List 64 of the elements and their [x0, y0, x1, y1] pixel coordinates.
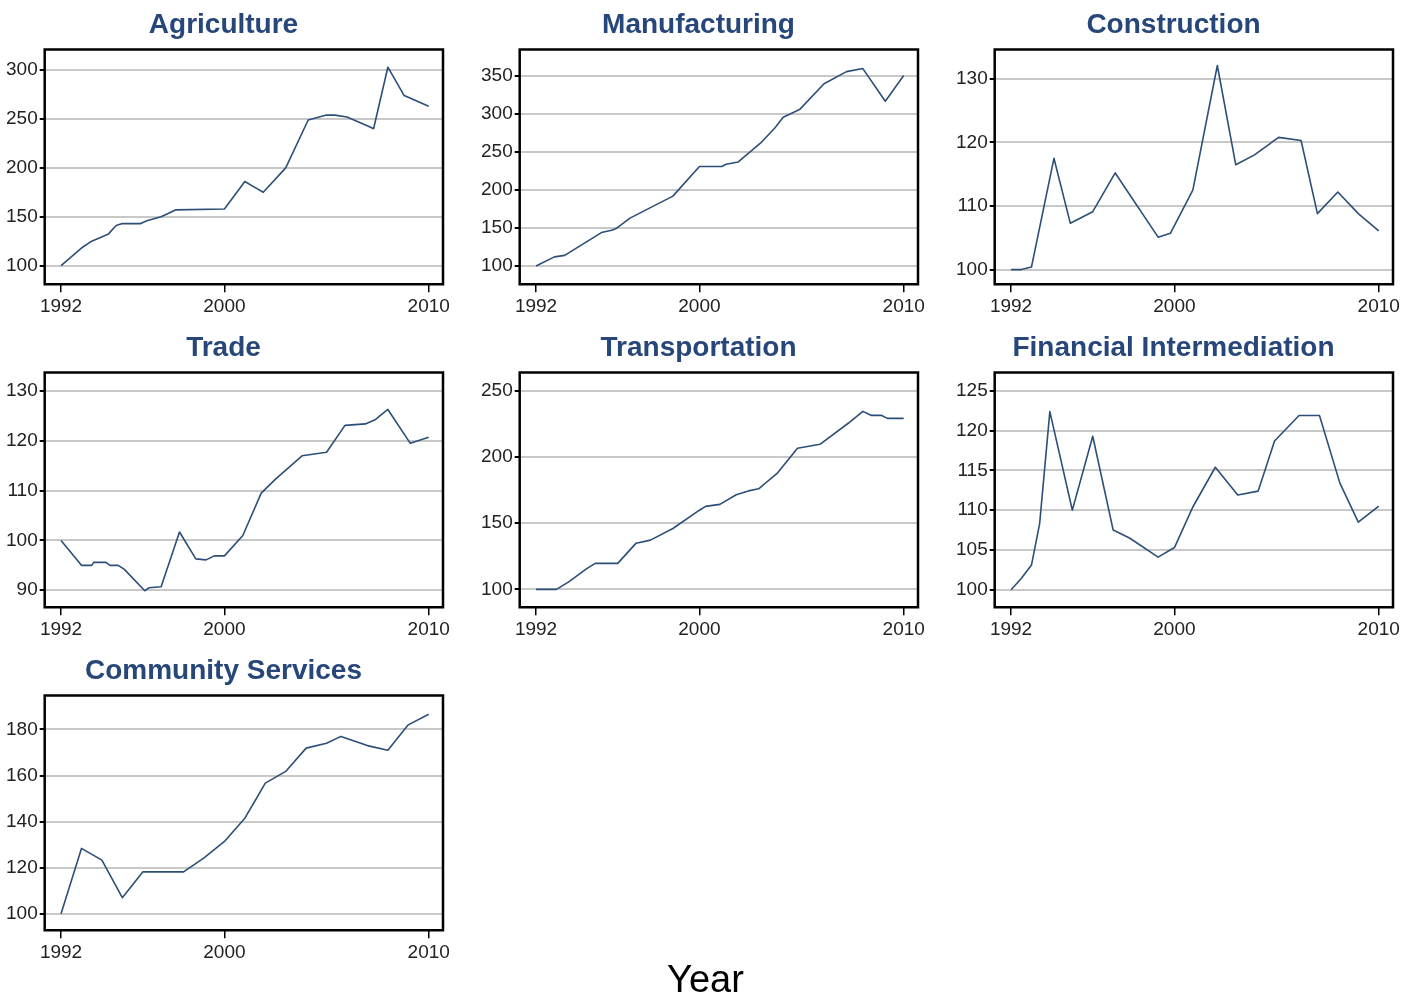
y-tick-label: 110: [957, 194, 988, 216]
chart-title: Financial Intermediation: [1012, 330, 1335, 362]
y-tick-label: 100: [481, 254, 513, 276]
x-tick-label: 2000: [678, 617, 721, 639]
y-tick-label: 130: [6, 379, 38, 401]
x-tick-label: 2000: [203, 294, 246, 316]
x-tick-label: 1992: [514, 617, 558, 639]
x-tick-label: 1992: [989, 294, 1033, 316]
y-tick-label: 140: [6, 809, 38, 831]
x-tick-label: 1992: [514, 294, 558, 316]
x-tick-label: 1992: [989, 617, 1033, 639]
y-tick-label: 120: [6, 429, 38, 451]
y-tick-label: 250: [481, 379, 513, 401]
y-tick-label: 180: [6, 717, 38, 739]
y-tick-label: 200: [481, 178, 513, 200]
y-tick-label: 250: [6, 107, 38, 129]
x-tick-label: 2000: [1153, 294, 1196, 316]
y-tick-label: 110: [957, 498, 988, 520]
y-tick-label: 105: [956, 538, 988, 560]
y-tick-label: 100: [481, 577, 513, 599]
y-tick-label: 160: [6, 763, 38, 785]
x-axis-title: Year: [667, 958, 744, 1000]
x-tick-label: 2010: [882, 617, 925, 639]
chart-title: Manufacturing: [602, 7, 795, 39]
y-tick-label: 300: [481, 102, 513, 124]
x-tick-label: 2000: [1153, 617, 1196, 639]
y-tick-label: 200: [6, 156, 38, 178]
y-tick-label: 150: [481, 511, 513, 533]
x-tick-label: 1992: [39, 940, 83, 962]
y-tick-label: 110: [7, 478, 38, 500]
chart-title: Construction: [1086, 7, 1261, 39]
chart-title: Community Services: [85, 653, 362, 685]
y-tick-label: 100: [6, 528, 38, 550]
x-tick-label: 2010: [1357, 294, 1400, 316]
y-tick-label: 100: [6, 902, 38, 924]
x-tick-label: 2000: [203, 940, 246, 962]
x-tick-label: 2000: [203, 617, 246, 639]
x-tick-label: 2000: [678, 294, 721, 316]
y-tick-label: 115: [957, 458, 988, 480]
x-tick-label: 1992: [39, 294, 83, 316]
y-tick-label: 350: [481, 64, 513, 86]
x-tick-label: 2010: [407, 294, 450, 316]
y-tick-label: 100: [956, 257, 988, 279]
y-tick-label: 120: [956, 418, 988, 440]
x-tick-label: 2010: [407, 940, 450, 962]
x-tick-label: 2010: [407, 617, 450, 639]
chart-title: Transportation: [600, 330, 797, 362]
y-tick-label: 200: [481, 445, 513, 467]
y-tick-label: 125: [956, 379, 988, 401]
y-tick-label: 120: [956, 130, 988, 152]
y-tick-label: 250: [481, 140, 513, 162]
chart-title: Trade: [186, 330, 261, 362]
x-tick-label: 2010: [882, 294, 925, 316]
y-tick-label: 300: [6, 58, 38, 80]
y-tick-label: 150: [6, 204, 38, 226]
y-tick-label: 90: [16, 578, 38, 600]
y-tick-label: 100: [6, 253, 38, 275]
x-tick-label: 1992: [39, 617, 83, 639]
y-tick-label: 100: [956, 577, 988, 599]
x-tick-label: 2010: [1357, 617, 1400, 639]
chart-title: Agriculture: [148, 7, 299, 39]
y-tick-label: 120: [6, 855, 38, 877]
y-tick-label: 130: [956, 67, 988, 89]
y-tick-label: 150: [481, 216, 513, 238]
